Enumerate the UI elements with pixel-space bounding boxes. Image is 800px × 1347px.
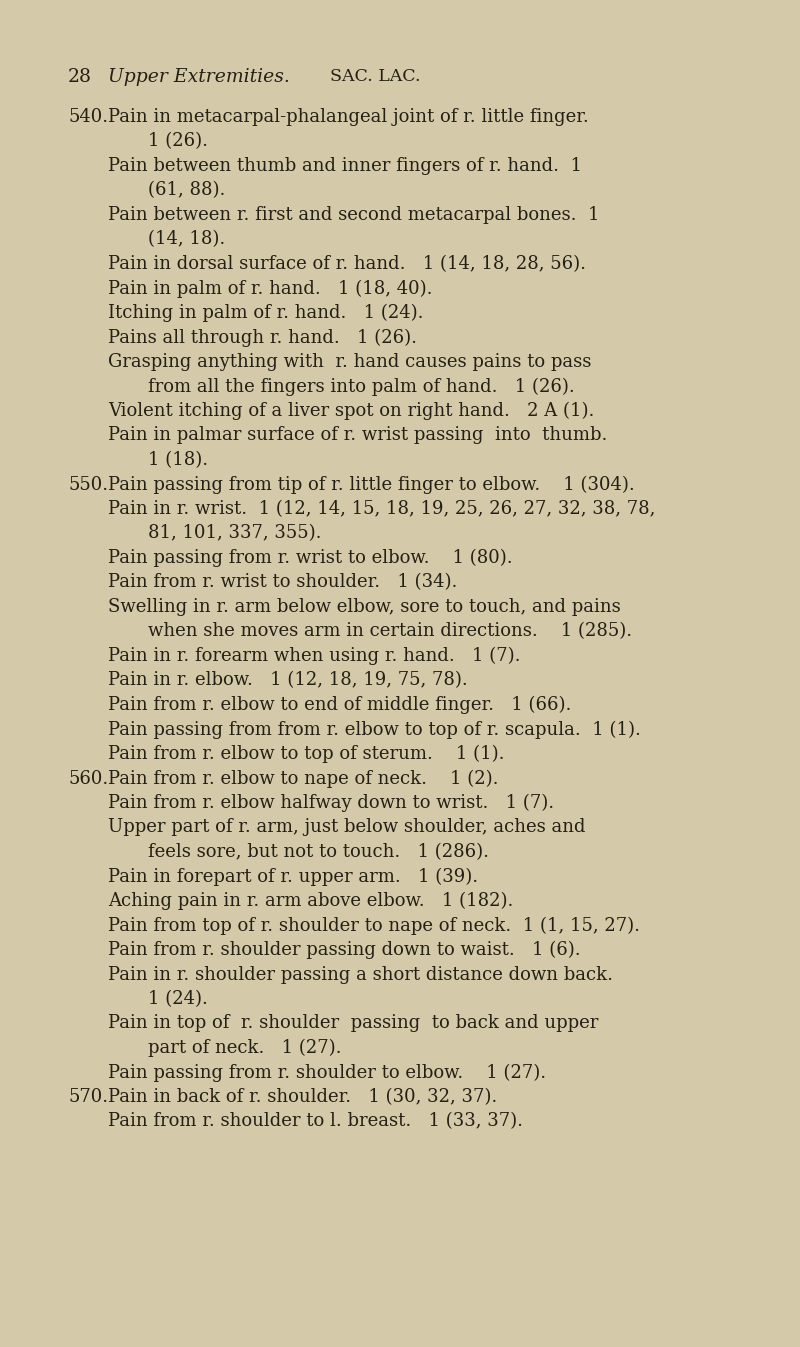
Text: Pain passing from tip of r. little finger to elbow.    1 (304).: Pain passing from tip of r. little finge… [108,475,634,494]
Text: SAC. LAC.: SAC. LAC. [330,67,421,85]
Text: 540.: 540. [68,108,108,127]
Text: Pain in palmar surface of r. wrist passing  into  thumb.: Pain in palmar surface of r. wrist passi… [108,427,607,445]
Text: 1 (24).: 1 (24). [148,990,208,1008]
Text: when she moves arm in certain directions.    1 (285).: when she moves arm in certain directions… [148,622,632,641]
Text: Pain in top of  r. shoulder  passing  to back and upper: Pain in top of r. shoulder passing to ba… [108,1014,598,1033]
Text: 1 (26).: 1 (26). [148,132,208,151]
Text: 550.: 550. [68,475,108,493]
Text: 570.: 570. [68,1088,108,1106]
Text: (14, 18).: (14, 18). [148,230,226,248]
Text: 28: 28 [68,67,92,86]
Text: Pain from r. shoulder to l. breast.   1 (33, 37).: Pain from r. shoulder to l. breast. 1 (3… [108,1113,523,1130]
Text: Itching in palm of r. hand.   1 (24).: Itching in palm of r. hand. 1 (24). [108,304,423,322]
Text: Swelling in r. arm below elbow, sore to touch, and pains: Swelling in r. arm below elbow, sore to … [108,598,621,616]
Text: (61, 88).: (61, 88). [148,182,226,199]
Text: Pain between r. first and second metacarpal bones.  1: Pain between r. first and second metacar… [108,206,599,224]
Text: 1 (18).: 1 (18). [148,451,208,469]
Text: feels sore, but not to touch.   1 (286).: feels sore, but not to touch. 1 (286). [148,843,489,861]
Text: Pain in r. shoulder passing a short distance down back.: Pain in r. shoulder passing a short dist… [108,966,613,983]
Text: from all the fingers into palm of hand.   1 (26).: from all the fingers into palm of hand. … [148,377,574,396]
Text: Pain in forepart of r. upper arm.   1 (39).: Pain in forepart of r. upper arm. 1 (39)… [108,867,478,886]
Text: Pain passing from r. wrist to elbow.    1 (80).: Pain passing from r. wrist to elbow. 1 (… [108,550,513,567]
Text: Pain in palm of r. hand.   1 (18, 40).: Pain in palm of r. hand. 1 (18, 40). [108,279,433,298]
Text: part of neck.   1 (27).: part of neck. 1 (27). [148,1039,342,1057]
Text: Pain from r. elbow halfway down to wrist.   1 (7).: Pain from r. elbow halfway down to wrist… [108,793,554,812]
Text: 81, 101, 337, 355).: 81, 101, 337, 355). [148,524,322,543]
Text: Pain between thumb and inner fingers of r. hand.  1: Pain between thumb and inner fingers of … [108,158,582,175]
Text: Pain from r. elbow to top of sterum.    1 (1).: Pain from r. elbow to top of sterum. 1 (… [108,745,505,764]
Text: Pain passing from r. shoulder to elbow.    1 (27).: Pain passing from r. shoulder to elbow. … [108,1064,546,1082]
Text: Grasping anything with  r. hand causes pains to pass: Grasping anything with r. hand causes pa… [108,353,591,370]
Text: Pain from r. shoulder passing down to waist.   1 (6).: Pain from r. shoulder passing down to wa… [108,942,581,959]
Text: Pain from r. elbow to nape of neck.    1 (2).: Pain from r. elbow to nape of neck. 1 (2… [108,769,498,788]
Text: Pain in r. forearm when using r. hand.   1 (7).: Pain in r. forearm when using r. hand. 1… [108,647,521,665]
Text: Pain in r. wrist.  1 (12, 14, 15, 18, 19, 25, 26, 27, 32, 38, 78,: Pain in r. wrist. 1 (12, 14, 15, 18, 19,… [108,500,655,519]
Text: Pain in metacarpal-phalangeal joint of r. little finger.: Pain in metacarpal-phalangeal joint of r… [108,108,589,127]
Text: Pain from r. elbow to end of middle finger.   1 (66).: Pain from r. elbow to end of middle fing… [108,696,571,714]
Text: Upper part of r. arm, just below shoulder, aches and: Upper part of r. arm, just below shoulde… [108,819,586,836]
Text: Pain from r. wrist to shoulder.   1 (34).: Pain from r. wrist to shoulder. 1 (34). [108,574,458,591]
Text: Pain in dorsal surface of r. hand.   1 (14, 18, 28, 56).: Pain in dorsal surface of r. hand. 1 (14… [108,255,586,273]
Text: Pain in back of r. shoulder.   1 (30, 32, 37).: Pain in back of r. shoulder. 1 (30, 32, … [108,1088,498,1106]
Text: Pain in r. elbow.   1 (12, 18, 19, 75, 78).: Pain in r. elbow. 1 (12, 18, 19, 75, 78)… [108,672,468,690]
Text: Pain passing from from r. elbow to top of r. scapula.  1 (1).: Pain passing from from r. elbow to top o… [108,721,641,738]
Text: Pain from top of r. shoulder to nape of neck.  1 (1, 15, 27).: Pain from top of r. shoulder to nape of … [108,916,640,935]
Text: Violent itching of a liver spot on right hand.   2 A (1).: Violent itching of a liver spot on right… [108,401,594,420]
Text: 560.: 560. [68,769,108,788]
Text: Pains all through r. hand.   1 (26).: Pains all through r. hand. 1 (26). [108,329,417,346]
Text: Upper Extremities.: Upper Extremities. [108,67,290,86]
Text: Aching pain in r. arm above elbow.   1 (182).: Aching pain in r. arm above elbow. 1 (18… [108,892,514,911]
